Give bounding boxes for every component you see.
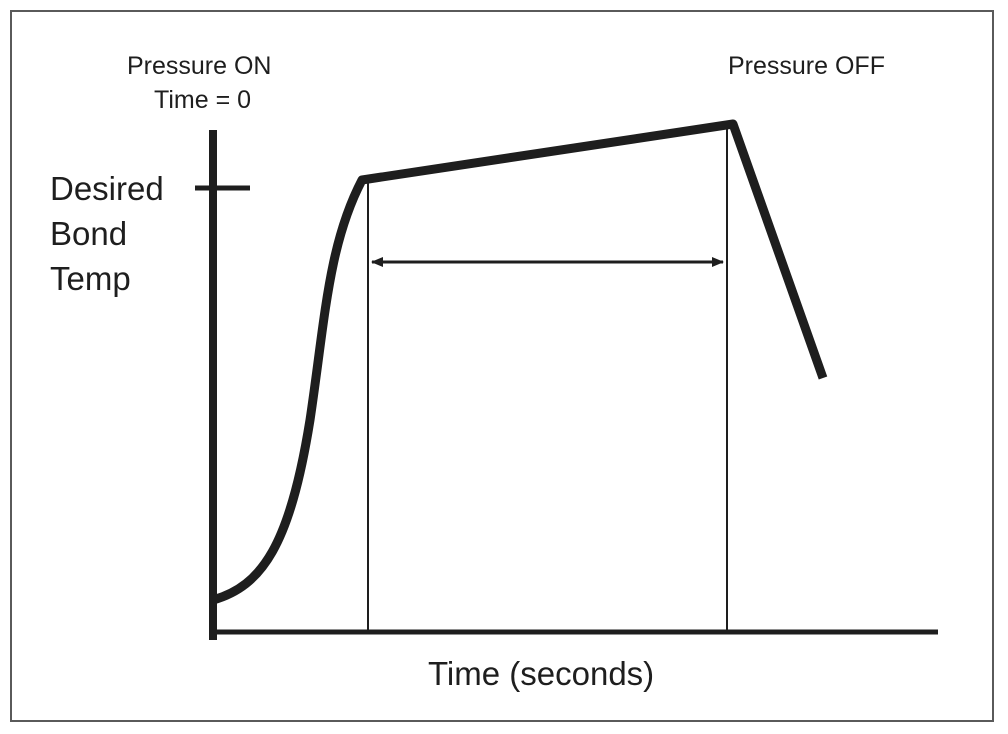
y-axis-label-line-2: Bond <box>50 215 128 252</box>
y-axis-label-line-1: Desired <box>50 170 164 207</box>
time-zero-label: Time = 0 <box>154 86 252 114</box>
pressure-off-label: Pressure OFF <box>728 52 885 80</box>
figure-frame <box>10 10 994 722</box>
temperature-curve <box>211 119 828 605</box>
y-axis-label-line-3: Temp <box>50 260 131 297</box>
x-axis-label: Time (seconds) <box>428 655 655 692</box>
y-axis-label: Desired Bond Temp <box>50 166 164 301</box>
pressure-on-label: Pressure ON <box>127 52 272 80</box>
